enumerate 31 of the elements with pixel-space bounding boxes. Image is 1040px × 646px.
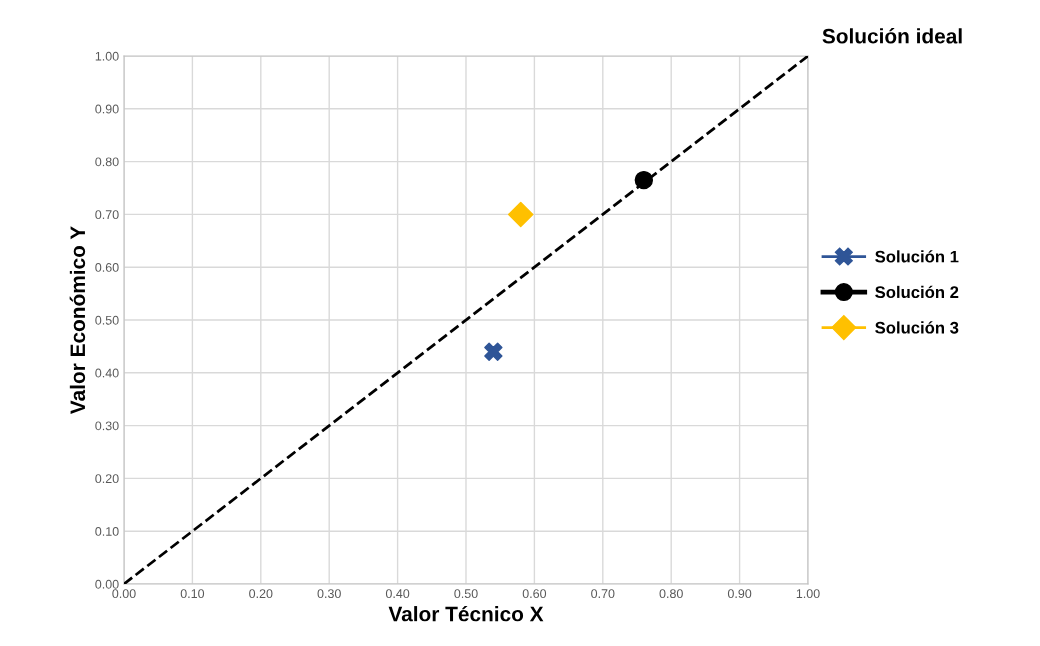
y-tick-label: 0.60 [95,263,119,272]
x-tick-label: 0.20 [249,589,273,599]
y-tick-label: 0.80 [95,157,119,167]
legend-label: Solución 3 [875,321,959,334]
y-tick-label: 0.10 [95,527,119,536]
point [484,342,503,361]
y-axis-title: Valor Económico Y [69,226,86,415]
y-tick-label: 1.00 [95,51,119,61]
y-tick-label: 0.30 [95,421,119,431]
x-axis-title: Valor Técnico X [388,605,544,622]
x-tick-label: 0.00 [112,589,136,599]
x-tick-label: 0.50 [454,589,478,599]
y-tick-label: 0.70 [95,210,119,220]
y-tick-label: 0.90 [95,104,119,114]
x-tick-label: 0.30 [317,589,341,599]
x-tick-label: 0.60 [522,589,547,599]
y-tick-label: 0.20 [95,474,119,484]
legend-label: Solución 2 [875,285,959,299]
x-tick-label: 0.80 [659,589,683,599]
x-tick-label: 0.90 [727,589,752,599]
series-label: Solución ideal [822,28,962,44]
x-tick-label: 1.00 [796,589,820,599]
x-tick-label: 0.40 [385,589,410,599]
point [507,201,534,228]
x-tick-label: 0.70 [591,589,615,599]
x-tick-label: 0.10 [180,589,205,599]
point [634,170,654,190]
legend-label: Solución 1 [875,250,959,263]
y-tick-label: 0.50 [95,315,119,325]
y-tick-label: 0.00 [95,579,119,589]
y-tick-label: 0.40 [95,368,119,378]
